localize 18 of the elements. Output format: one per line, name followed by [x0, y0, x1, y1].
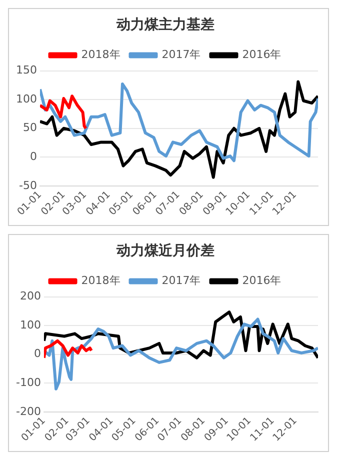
chart-title: 动力煤近月价差 [116, 242, 214, 260]
chart-title: 动力煤主力基差 [116, 16, 214, 34]
y-tick-label: 0 [30, 150, 37, 164]
y-tick-label: 50 [22, 121, 37, 134]
legend-label: 2016年 [242, 274, 282, 288]
y-tick-label: -50 [19, 178, 37, 192]
legend-label: 2018年 [81, 48, 120, 62]
y-tick-label: 0 [34, 347, 41, 360]
legend-label: 2016年 [242, 48, 282, 62]
y-tick-label: -200 [16, 404, 41, 418]
y-tick-label: 100 [20, 318, 41, 332]
legend-label: 2017年 [162, 274, 201, 288]
y-tick-label: 100 [16, 92, 37, 106]
y-tick-label: -100 [16, 376, 41, 390]
y-tick-label: 200 [20, 290, 41, 303]
y-tick-label: 150 [16, 64, 37, 77]
legend-label: 2018年 [81, 274, 120, 288]
legend-label: 2017年 [162, 48, 201, 62]
